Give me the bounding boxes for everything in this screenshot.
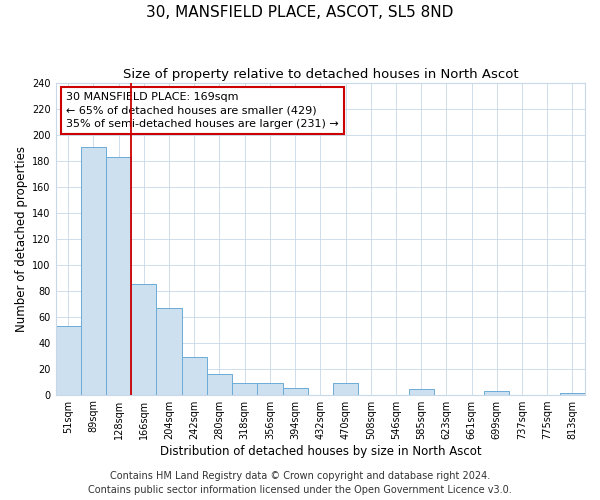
- Bar: [131, 284, 157, 395]
- Bar: [157, 308, 182, 394]
- Bar: [232, 383, 257, 394]
- Bar: [106, 157, 131, 394]
- Bar: [81, 146, 106, 394]
- Title: Size of property relative to detached houses in North Ascot: Size of property relative to detached ho…: [122, 68, 518, 80]
- Bar: [484, 390, 509, 394]
- Bar: [409, 390, 434, 394]
- Bar: [56, 326, 81, 394]
- X-axis label: Distribution of detached houses by size in North Ascot: Distribution of detached houses by size …: [160, 444, 481, 458]
- Y-axis label: Number of detached properties: Number of detached properties: [15, 146, 28, 332]
- Text: Contains HM Land Registry data © Crown copyright and database right 2024.
Contai: Contains HM Land Registry data © Crown c…: [88, 471, 512, 495]
- Bar: [182, 357, 207, 395]
- Text: 30 MANSFIELD PLACE: 169sqm
← 65% of detached houses are smaller (429)
35% of sem: 30 MANSFIELD PLACE: 169sqm ← 65% of deta…: [66, 92, 339, 129]
- Bar: [283, 388, 308, 394]
- Text: 30, MANSFIELD PLACE, ASCOT, SL5 8ND: 30, MANSFIELD PLACE, ASCOT, SL5 8ND: [146, 5, 454, 20]
- Bar: [207, 374, 232, 394]
- Bar: [333, 383, 358, 394]
- Bar: [257, 383, 283, 394]
